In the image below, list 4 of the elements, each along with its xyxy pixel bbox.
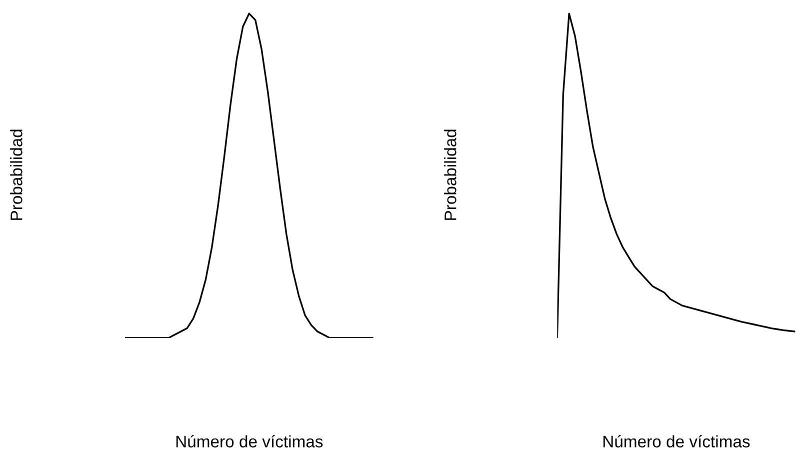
y-axis-title: Probabilidad xyxy=(444,130,456,220)
x-axis-title: Número de víctimas xyxy=(603,435,750,448)
x-axis-title: Número de víctimas xyxy=(176,435,323,448)
y-axis-title: Probabilidad xyxy=(10,130,22,220)
